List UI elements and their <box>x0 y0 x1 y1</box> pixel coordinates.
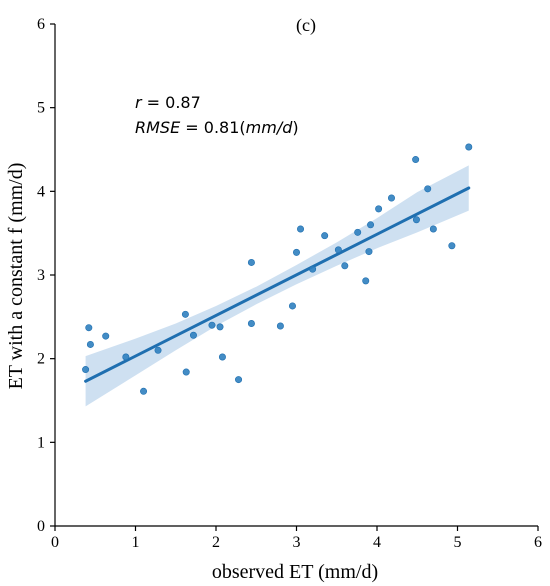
data-point <box>102 332 110 340</box>
x-tick-label: 1 <box>132 534 140 551</box>
y-axis-label: ET with a constant f (mm/d) <box>5 163 27 390</box>
data-point <box>465 143 473 151</box>
data-point <box>362 277 370 285</box>
y-tick-label: 4 <box>37 183 45 200</box>
data-point <box>321 232 329 240</box>
data-point <box>182 368 190 376</box>
regression-line-layer <box>84 186 471 383</box>
data-point <box>154 346 162 354</box>
data-point <box>122 353 130 361</box>
data-point <box>247 320 255 328</box>
r-value: = 0.87 <box>142 93 201 112</box>
x-tick-label: 4 <box>373 534 381 551</box>
x-tick-label: 2 <box>212 534 220 551</box>
data-point <box>429 225 437 233</box>
y-tick-label: 2 <box>37 351 45 368</box>
data-point <box>140 387 148 395</box>
y-tick-label: 6 <box>37 16 45 33</box>
data-point <box>375 205 383 213</box>
data-point <box>424 185 432 193</box>
data-point <box>208 321 216 329</box>
y-tick-label: 3 <box>37 267 45 284</box>
data-point <box>412 216 420 224</box>
data-point <box>86 340 94 348</box>
rmse-close-paren: ) <box>292 118 298 137</box>
data-points-layer <box>82 143 473 395</box>
x-tick-label: 0 <box>51 534 59 551</box>
data-point <box>341 262 349 270</box>
data-point <box>276 322 284 330</box>
data-point <box>412 156 420 164</box>
data-point <box>189 331 197 339</box>
data-point <box>354 228 362 236</box>
r-symbol: r <box>135 93 143 112</box>
data-point <box>288 302 296 310</box>
data-point <box>85 324 93 332</box>
data-point <box>297 225 305 233</box>
data-point <box>216 323 224 331</box>
x-tick-label: 5 <box>454 534 462 551</box>
y-axis-ticks: 0 1 2 3 4 5 6 <box>37 16 55 535</box>
data-point <box>235 376 243 384</box>
x-tick-label: 3 <box>293 534 301 551</box>
correlation-annotation: r = 0.87 <box>135 93 201 112</box>
data-point <box>365 248 373 256</box>
x-tick-label: 6 <box>534 534 542 551</box>
rmse-symbol: RMSE <box>135 118 181 137</box>
y-tick-label: 5 <box>37 100 45 117</box>
data-point <box>387 194 395 202</box>
y-tick-label: 1 <box>37 434 45 451</box>
data-point <box>247 258 255 266</box>
data-point <box>218 353 226 361</box>
x-axis-label: observed ET (mm/d) <box>212 561 378 583</box>
rmse-value: = 0.81( <box>180 118 245 137</box>
regression-line <box>84 186 471 383</box>
rmse-unit: mm/d <box>246 118 294 137</box>
data-point <box>181 310 189 318</box>
panel-label: (c) <box>296 15 316 36</box>
data-point <box>448 242 456 250</box>
data-point <box>292 248 300 256</box>
data-point <box>367 221 375 229</box>
data-point <box>82 366 90 374</box>
y-tick-label: 0 <box>37 518 45 535</box>
data-point <box>334 246 342 254</box>
data-point <box>309 265 317 273</box>
rmse-annotation: RMSE = 0.81(mm/d) <box>135 118 299 137</box>
x-axis-ticks: 0 1 2 3 4 5 6 <box>51 526 542 551</box>
